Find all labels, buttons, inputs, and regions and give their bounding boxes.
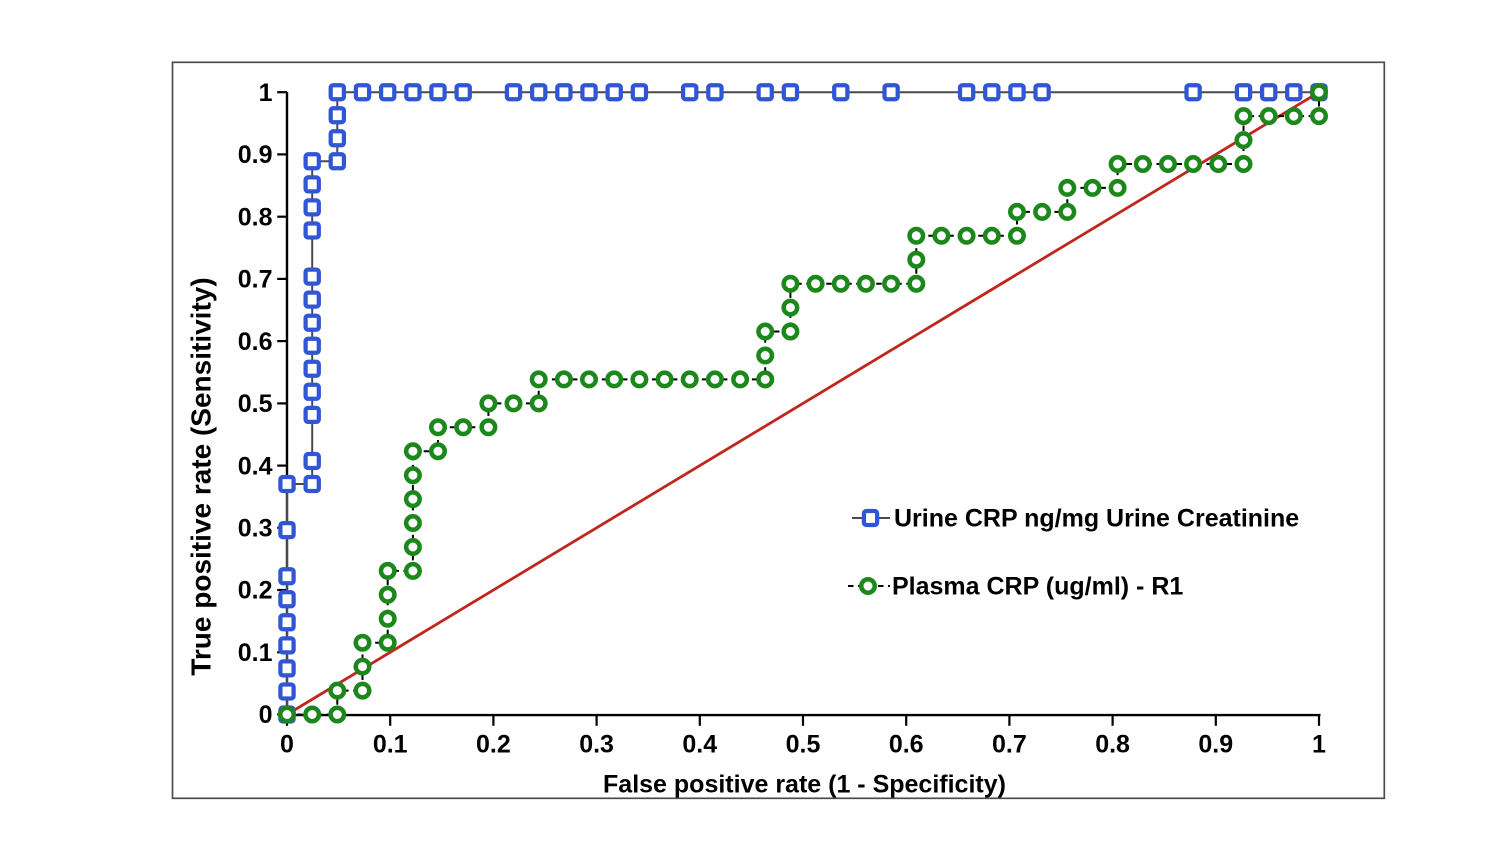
svg-text:Urine CRP ng/mg Urine Creatini: Urine CRP ng/mg Urine Creatinine — [894, 505, 1299, 533]
svg-text:0.9: 0.9 — [1198, 731, 1233, 759]
svg-text:0.2: 0.2 — [238, 577, 273, 605]
svg-text:0.7: 0.7 — [238, 266, 273, 294]
svg-text:0.6: 0.6 — [889, 731, 924, 759]
svg-text:0.9: 0.9 — [238, 141, 273, 169]
svg-text:0.1: 0.1 — [373, 731, 408, 759]
svg-text:0.3: 0.3 — [579, 731, 614, 759]
svg-text:0.4: 0.4 — [238, 452, 273, 480]
svg-text:1: 1 — [1312, 731, 1326, 759]
svg-text:0.7: 0.7 — [992, 731, 1027, 759]
svg-text:0: 0 — [280, 731, 294, 759]
svg-text:0: 0 — [259, 701, 273, 729]
svg-text:False positive rate (1 - Speci: False positive rate (1 - Specificity) — [603, 770, 1006, 798]
svg-text:0.2: 0.2 — [476, 731, 511, 759]
svg-text:0.5: 0.5 — [238, 390, 273, 418]
svg-text:0.8: 0.8 — [238, 203, 273, 231]
svg-text:1: 1 — [259, 79, 273, 107]
svg-text:0.3: 0.3 — [238, 515, 273, 543]
svg-text:0.8: 0.8 — [1095, 731, 1130, 759]
svg-text:True positive rate (Sensitivit: True positive rate (Sensitivity) — [186, 277, 217, 675]
svg-text:0.1: 0.1 — [238, 639, 273, 667]
svg-text:Plasma CRP (ug/ml) - R1: Plasma CRP (ug/ml) - R1 — [892, 573, 1183, 601]
svg-text:0.4: 0.4 — [682, 731, 717, 759]
svg-text:0.6: 0.6 — [238, 328, 273, 356]
svg-text:0.5: 0.5 — [786, 731, 821, 759]
